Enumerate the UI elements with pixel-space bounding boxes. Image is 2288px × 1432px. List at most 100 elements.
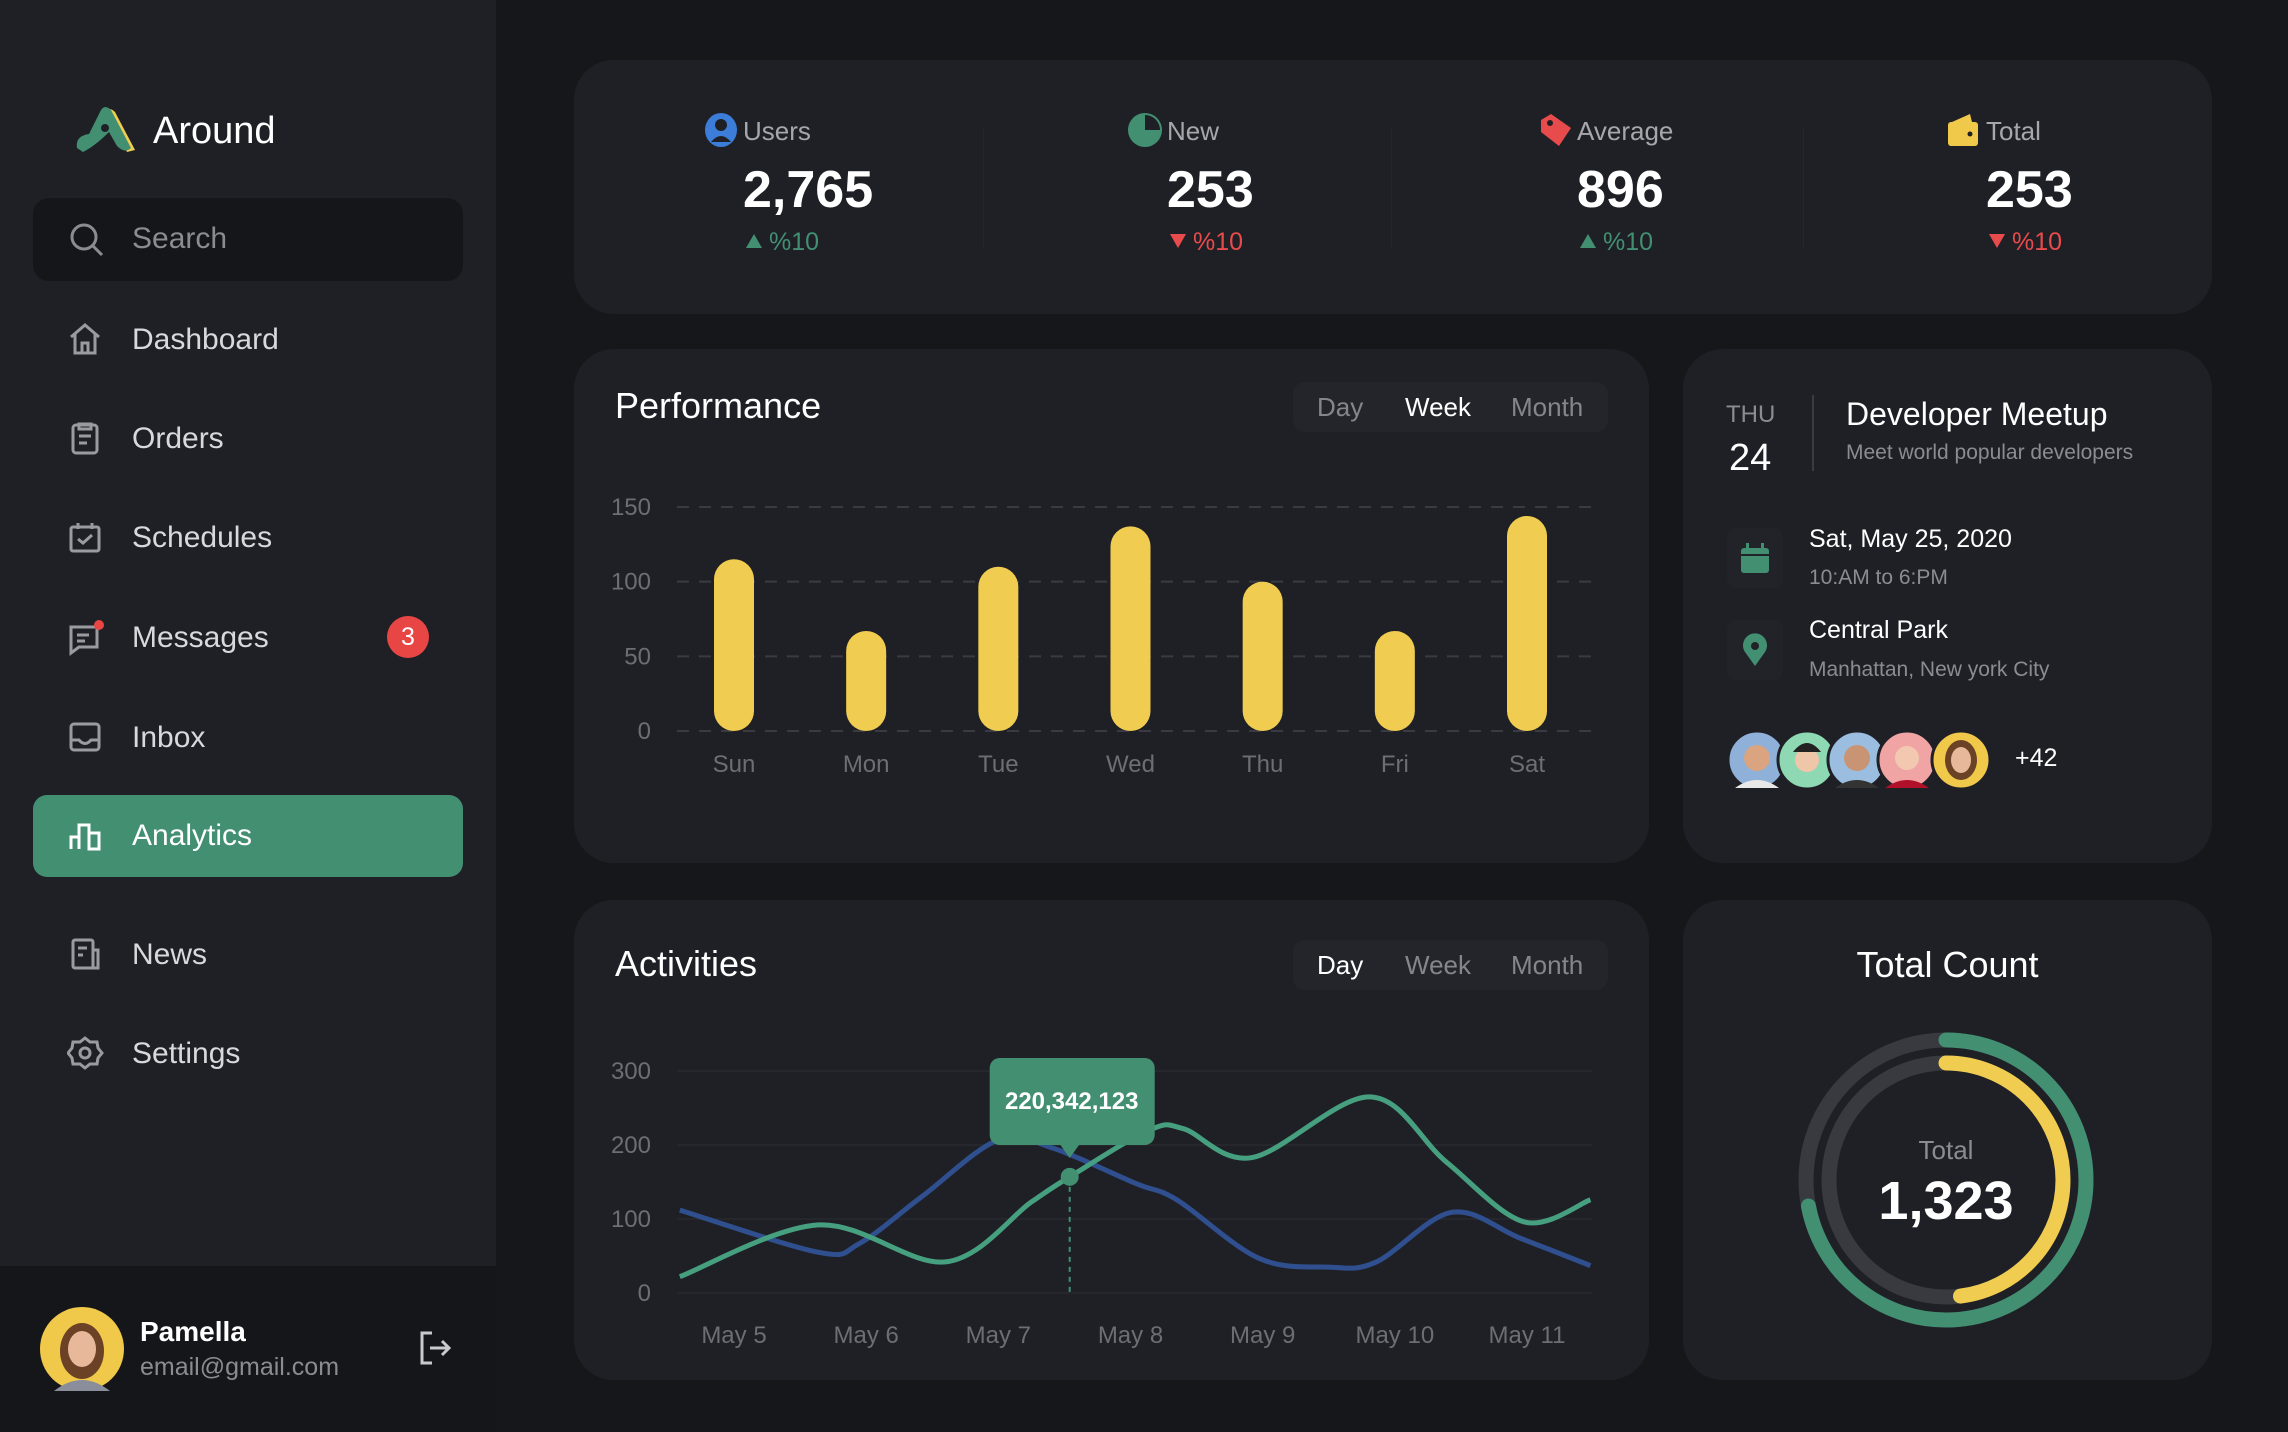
search-input[interactable]: Search: [33, 198, 463, 281]
x-tick-label: May 5: [701, 1322, 766, 1349]
sidebar-item-dashboard[interactable]: Dashboard: [33, 299, 463, 381]
y-tick-label: 50: [624, 643, 651, 670]
x-tick-label: May 8: [1098, 1322, 1163, 1349]
sidebar-item-label: Orders: [132, 422, 224, 455]
x-tick-label: May 6: [833, 1322, 898, 1349]
attendees-more[interactable]: +42: [2015, 744, 2058, 772]
sidebar-item-label: Dashboard: [132, 323, 279, 356]
divider: [1391, 128, 1392, 248]
tab-week[interactable]: Week: [1405, 392, 1471, 422]
avatar: [1826, 729, 1888, 791]
line-series-1: [679, 1134, 1592, 1271]
attendee-avatars[interactable]: [1725, 728, 2005, 792]
bar-thu[interactable]: [1242, 581, 1283, 731]
trend-up-icon: [1580, 234, 1596, 248]
sidebar-item-label: Messages: [132, 621, 269, 654]
trend-down-icon: [1989, 234, 2005, 248]
activities-title: Activities: [615, 943, 758, 984]
divider: [983, 128, 984, 248]
highlight-point[interactable]: [1060, 1167, 1079, 1186]
avatar: [1930, 729, 1992, 791]
tooltip: 220,342,123: [989, 1058, 1155, 1158]
y-tick-label: 100: [611, 569, 651, 596]
logo-icon: [76, 107, 135, 152]
y-tick-label: 0: [638, 718, 651, 745]
app-name: Around: [153, 110, 276, 152]
sidebar-item-analytics[interactable]: Analytics: [33, 795, 463, 877]
home-icon: [70, 323, 100, 355]
sidebar-item-schedules[interactable]: Schedules: [33, 497, 463, 579]
divider: [1803, 128, 1804, 248]
bar-tue[interactable]: [978, 566, 1019, 731]
performance-chart: 0 50 100 150 Sun Mon Tue Wed Thu Fri Sat: [611, 494, 1592, 778]
pie-icon: [1128, 113, 1162, 147]
x-tick-label: Sun: [713, 751, 756, 778]
outer-ring: [1798, 1032, 2094, 1328]
total-donut: [1798, 1032, 2094, 1328]
x-tick-label: Tue: [978, 751, 1018, 778]
event-title: Developer Meetup: [1846, 396, 2108, 432]
trend-down-icon: [1170, 234, 1186, 248]
event-address: Manhattan, New york City: [1809, 658, 2050, 681]
stat-change: %10: [1603, 228, 1654, 256]
total-value: 1,323: [1878, 1171, 2014, 1231]
tab-day[interactable]: Day: [1317, 392, 1364, 422]
trend-up-icon: [746, 234, 762, 248]
user-icon: [705, 113, 737, 147]
bar-sat[interactable]: [1507, 515, 1547, 731]
sidebar-item-news[interactable]: News: [33, 914, 463, 996]
stat-value: 253: [1986, 161, 2073, 219]
event-place: Central Park: [1809, 616, 1948, 644]
stat-value: 2,765: [743, 161, 874, 219]
x-tick-label: May 11: [1489, 1322, 1566, 1349]
sidebar-item-orders[interactable]: Orders: [33, 398, 463, 480]
sidebar-item-label: Settings: [132, 1037, 241, 1070]
event-weekday: THU: [1726, 401, 1776, 428]
y-tick-label: 200: [611, 1132, 651, 1159]
sidebar-item-label: Analytics: [132, 819, 253, 852]
tab-week[interactable]: Week: [1405, 950, 1471, 980]
event-subtitle: Meet world popular developers: [1846, 441, 2134, 464]
stat-change: %10: [769, 228, 820, 256]
avatar[interactable]: [40, 1307, 124, 1391]
sidebar-item-settings[interactable]: Settings: [33, 1013, 463, 1095]
unread-badge: 3: [387, 616, 429, 658]
clipboard-icon: [71, 422, 99, 455]
sidebar-item-label: Schedules: [132, 521, 273, 554]
x-tick-label: May 7: [966, 1322, 1031, 1349]
activities-chart: 0 100 200 300 May 5 May 6 May 7 May 8 May 9 May 1…: [611, 1058, 1592, 1349]
search-placeholder: Search: [132, 222, 228, 255]
bar-fri[interactable]: [1374, 630, 1415, 731]
tab-month[interactable]: Month: [1511, 950, 1584, 980]
x-tick-label: May 9: [1230, 1322, 1295, 1349]
stat-label: Users: [743, 116, 811, 146]
avatar: [1726, 729, 1788, 791]
sidebar-item-messages[interactable]: Messages 3: [33, 597, 463, 679]
x-tick-label: Mon: [843, 751, 890, 778]
tab-month[interactable]: Month: [1511, 392, 1584, 422]
x-tick-label: May 10: [1355, 1322, 1434, 1349]
newspaper-icon: [71, 938, 100, 970]
y-tick-label: 100: [611, 1206, 651, 1233]
logout-icon[interactable]: [418, 1330, 452, 1366]
stat-change: %10: [1193, 228, 1244, 256]
bar-wed[interactable]: [1110, 526, 1151, 731]
performance-tabs: Day Week Month: [1293, 382, 1608, 432]
event-day: 24: [1729, 437, 1772, 479]
tab-day[interactable]: Day: [1317, 950, 1364, 980]
bar-mon[interactable]: [846, 630, 887, 731]
gear-icon: [67, 1036, 104, 1070]
y-tick-label: 0: [638, 1280, 651, 1307]
divider: [1812, 395, 1814, 471]
inbox-icon: [69, 722, 101, 752]
user-email: email@gmail.com: [140, 1353, 340, 1381]
stat-value: 253: [1167, 161, 1254, 219]
stat-value: 896: [1577, 161, 1664, 219]
x-tick-label: Thu: [1242, 751, 1283, 778]
sidebar-item-inbox[interactable]: Inbox: [33, 697, 463, 779]
y-tick-label: 150: [611, 494, 651, 521]
tooltip-value: 220,342,123: [1005, 1088, 1138, 1115]
x-tick-label: Sat: [1509, 751, 1545, 778]
sidebar-item-label: News: [132, 938, 208, 971]
bar-sun[interactable]: [714, 559, 754, 731]
